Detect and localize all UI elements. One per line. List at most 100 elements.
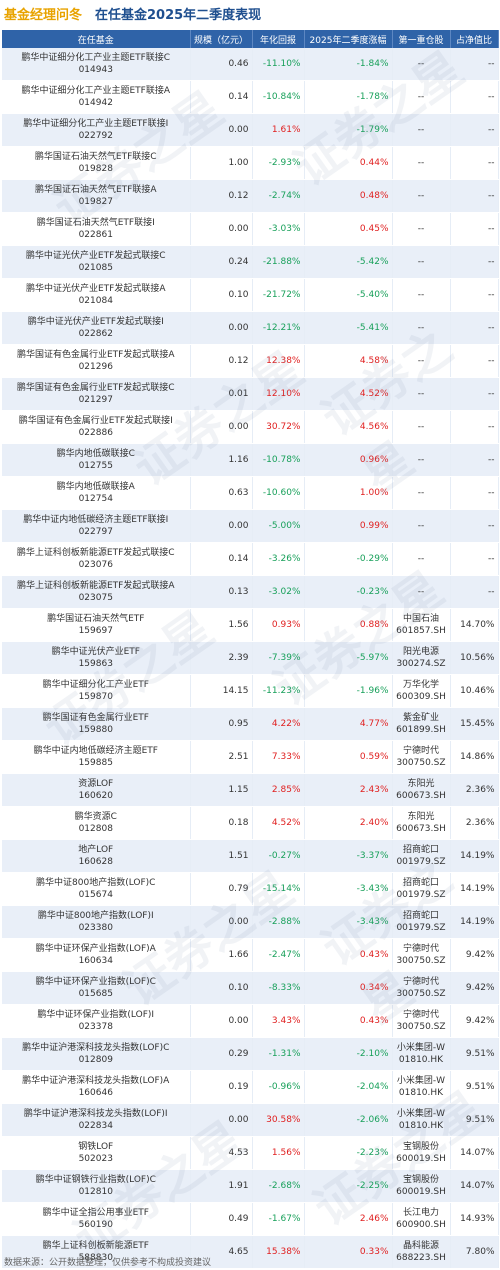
annual-return-cell: -5.00% (252, 509, 305, 543)
scale-cell: 1.15 (190, 773, 253, 807)
top-holding-cell: 宁德时代 300750.SZ (392, 1004, 451, 1038)
ratio-cell: 14.70% (450, 608, 499, 642)
fund-scale: 0.13 (228, 587, 249, 597)
fund-name-cell: 鹏华内地低碳联接A 012754 (2, 476, 191, 510)
fund-name-cell: 地产LOF 160628 (2, 839, 191, 873)
fund-code: 023075 (78, 593, 113, 603)
top-holding-cell: -- (392, 575, 451, 609)
annual-return: -10.78% (262, 455, 301, 465)
holding-ratio: -- (488, 389, 495, 399)
q2-change: 0.99% (359, 521, 389, 531)
fund-scale: 0.19 (228, 1082, 249, 1092)
fund-name-cell: 鹏华国证石油天然气ETF联接I 022861 (2, 212, 191, 246)
annual-return: -2.47% (268, 950, 301, 960)
scale-cell: 4.53 (190, 1136, 253, 1170)
scale-cell: 1.56 (190, 608, 253, 642)
annual-return-cell: 12.38% (252, 344, 305, 378)
fund-name: 资源LOF (78, 779, 114, 789)
fund-name: 鹏华中证钢铁行业指数(LOF)C (35, 1175, 156, 1185)
annual-return: -2.74% (268, 191, 301, 201)
annual-return-cell: -10.60% (252, 476, 305, 510)
fund-code: 014943 (78, 65, 113, 75)
top-holding-name: -- (417, 554, 425, 564)
fund-name: 地产LOF (78, 845, 114, 855)
ratio-cell: 2.36% (450, 806, 499, 840)
holding-ratio: -- (488, 191, 495, 201)
fund-code: 160628 (78, 857, 113, 867)
fund-name-cell: 鹏华中证800地产指数(LOF)I 023380 (2, 905, 191, 939)
annual-return-cell: -11.10% (252, 48, 305, 81)
page-subtitle: 在任基金2025年二季度表现 (95, 8, 262, 23)
scale-cell: 0.24 (190, 245, 253, 279)
annual-return-cell: 15.38% (252, 1235, 305, 1269)
fund-name-cell: 鹏华中证光伏产业ETF发起式联接A 021084 (2, 278, 191, 312)
top-holding-name: 宝钢股份 (402, 1142, 439, 1152)
annual-return: -1.31% (268, 1049, 301, 1059)
ratio-cell: -- (450, 476, 499, 510)
fund-scale: 1.56 (228, 620, 249, 630)
q2-change-cell: -0.29% (304, 542, 393, 576)
q2-change-cell: 0.45% (304, 212, 393, 246)
q2-change: -2.10% (356, 1049, 389, 1059)
q2-change-cell: -2.10% (304, 1037, 393, 1071)
ratio-cell: 14.19% (450, 872, 499, 906)
table-row: 鹏华国证石油天然气ETF联接A 019827 0.12 -2.74% 0.48% -- -- (2, 179, 499, 213)
fund-code: 160634 (78, 956, 113, 966)
fund-code: 021296 (78, 362, 113, 372)
table-row: 鹏华中证环保产业指数(LOF)C 015685 0.10 -8.33% 0.34% 宁德时… (2, 971, 499, 1005)
scale-cell: 14.15 (190, 674, 253, 708)
top-holding-code: 300274.SZ (396, 659, 446, 669)
holding-ratio: -- (488, 59, 495, 69)
annual-return-cell: -11.23% (252, 674, 305, 708)
scale-cell: 0.49 (190, 1202, 253, 1236)
table-row: 资源LOF 160620 1.15 2.85% 2.43% 东阳光 600673.SH 2.3… (2, 773, 499, 807)
top-holding-name: 东阳光 (407, 812, 435, 822)
q2-change-cell: -5.42% (304, 245, 393, 279)
annual-return-cell: -10.78% (252, 443, 305, 477)
q2-change-cell: 0.34% (304, 971, 393, 1005)
scale-cell: 1.51 (190, 839, 253, 873)
holding-ratio: -- (488, 257, 495, 267)
top-holding-cell: 阳光电源 300274.SZ (392, 641, 451, 675)
top-holding-name: 招商蛇口 (402, 878, 439, 888)
holding-ratio: -- (488, 224, 495, 234)
fund-code: 021297 (78, 395, 113, 405)
ratio-cell: 14.93% (450, 1202, 499, 1236)
fund-scale: 1.51 (228, 851, 249, 861)
fund-code: 160620 (78, 791, 113, 801)
fund-code: 023380 (78, 923, 113, 933)
q2-change: -1.79% (356, 125, 389, 135)
q2-change: -2.04% (356, 1082, 389, 1092)
table-row: 鹏华内地低碳联接C 012755 1.16 -10.78% 0.96% -- -- (2, 443, 499, 477)
scale-cell: 0.18 (190, 806, 253, 840)
ratio-cell: 9.51% (450, 1070, 499, 1104)
q2-change-cell: -1.78% (304, 80, 393, 114)
table-row: 鹏华中证800地产指数(LOF)I 023380 0.00 -2.88% -3.43% 招… (2, 905, 499, 939)
ratio-cell: -- (450, 80, 499, 114)
fund-name-cell: 鹏华中证沪港深科技龙头指数(LOF)A 160646 (2, 1070, 191, 1104)
table-row: 鹏华国证石油天然气ETF联接C 019828 1.00 -2.93% 0.44% -- -- (2, 146, 499, 180)
fund-name-cell: 钢铁LOF 502023 (2, 1136, 191, 1170)
fund-scale: 1.16 (228, 455, 249, 465)
q2-change: 0.48% (359, 191, 389, 201)
annual-return: -2.93% (268, 158, 301, 168)
ratio-cell: 15.45% (450, 707, 499, 741)
top-holding-name: 中国石油 (402, 614, 439, 624)
fund-scale: 4.65 (228, 1247, 249, 1257)
fund-name-cell: 鹏华中证细分化工产业主题ETF联接I 022792 (2, 113, 191, 147)
fund-name: 鹏华上证科创板新能源ETF发起式联接C (16, 548, 175, 558)
holding-ratio: -- (488, 587, 495, 597)
fund-name-cell: 鹏华中证800地产指数(LOF)C 015674 (2, 872, 191, 906)
top-holding-name: -- (417, 356, 425, 366)
holding-ratio: -- (488, 488, 495, 498)
ratio-cell: 10.56% (450, 641, 499, 675)
q2-change-cell: -5.97% (304, 641, 393, 675)
fund-table: 在任基金 规模（亿元） 年化回报 2025年二季度涨幅 第一重仓股 占净值比 鹏… (2, 30, 499, 1269)
scale-cell: 0.01 (190, 377, 253, 411)
top-holding-name: -- (417, 389, 425, 399)
top-holding-cell: 东阳光 600673.SH (392, 806, 451, 840)
top-holding-name: -- (417, 257, 425, 267)
q2-change: 2.43% (359, 785, 389, 795)
holding-ratio: 10.56% (460, 653, 495, 663)
fund-name: 鹏华上证科创板新能源ETF发起式联接A (16, 581, 175, 591)
